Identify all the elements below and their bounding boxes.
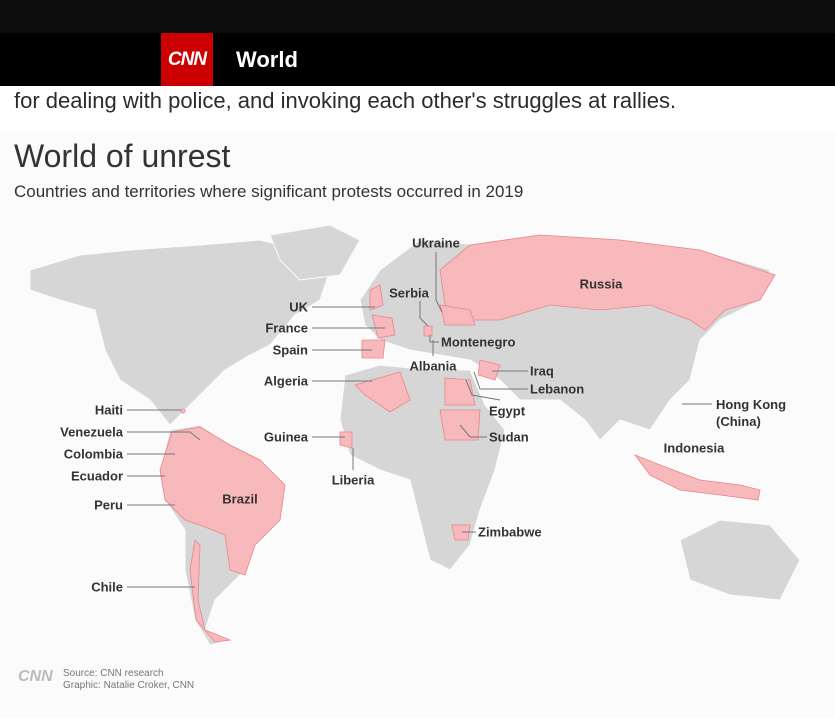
leader-line	[435, 252, 443, 313]
map-label: Brazil	[222, 491, 258, 507]
graphic-subtitle: Countries and territories where signific…	[14, 182, 524, 201]
top-bar	[0, 0, 835, 33]
map-label: Russia	[579, 276, 623, 292]
leader-line	[419, 301, 429, 327]
map-label: France	[265, 320, 308, 336]
map-label: Montenegro	[441, 334, 516, 350]
leader-line	[127, 431, 201, 441]
map-label: Iraq	[530, 363, 554, 379]
map-label: Colombia	[63, 446, 123, 462]
map-label: Spain	[272, 342, 308, 358]
footer-logo: CNN	[18, 668, 53, 685]
map-label: Indonesia	[663, 440, 725, 456]
map-label: Ukraine	[412, 235, 460, 251]
map-label: Algeria	[263, 373, 308, 389]
protest-countries	[159, 234, 776, 643]
map-label: Sudan	[489, 429, 529, 445]
map-label: Venezuela	[60, 424, 123, 440]
map-label: UK	[289, 299, 308, 315]
leader-line	[465, 379, 501, 401]
article-text: for dealing with police, and invoking ea…	[14, 88, 677, 113]
map-label: Egypt	[488, 403, 526, 419]
leader-lines	[127, 252, 712, 588]
map-label: Lebanon	[530, 381, 585, 397]
map	[29, 224, 801, 646]
section-name[interactable]: World	[236, 47, 298, 72]
source: Source: CNN research Graphic: Natalie Cr…	[63, 668, 194, 692]
leader-line	[459, 424, 487, 438]
source-text: Source: CNN research	[63, 668, 164, 679]
map-label: Albania	[409, 358, 457, 374]
leader-line	[473, 371, 528, 390]
map-label: Haiti	[94, 402, 123, 418]
map-label: Liberia	[331, 472, 375, 488]
map-label: Peru	[94, 497, 123, 513]
map-label: Chile	[91, 579, 123, 595]
nav-bar: CNN World	[0, 33, 835, 86]
map-label: Serbia	[389, 285, 429, 301]
graphic-title: World of unrest	[14, 138, 231, 174]
leader-line	[429, 335, 439, 343]
map-label: Hong Kong (China)	[716, 397, 787, 429]
graphic: World of unrest Countries and territorie…	[0, 132, 835, 718]
logo[interactable]: CNN	[161, 33, 213, 86]
map-label: Ecuador	[70, 468, 123, 484]
map-label: Guinea	[263, 429, 308, 445]
map-label: Zimbabwe	[478, 524, 542, 540]
credit-text: Graphic: Natalie Croker, CNN	[63, 680, 195, 691]
